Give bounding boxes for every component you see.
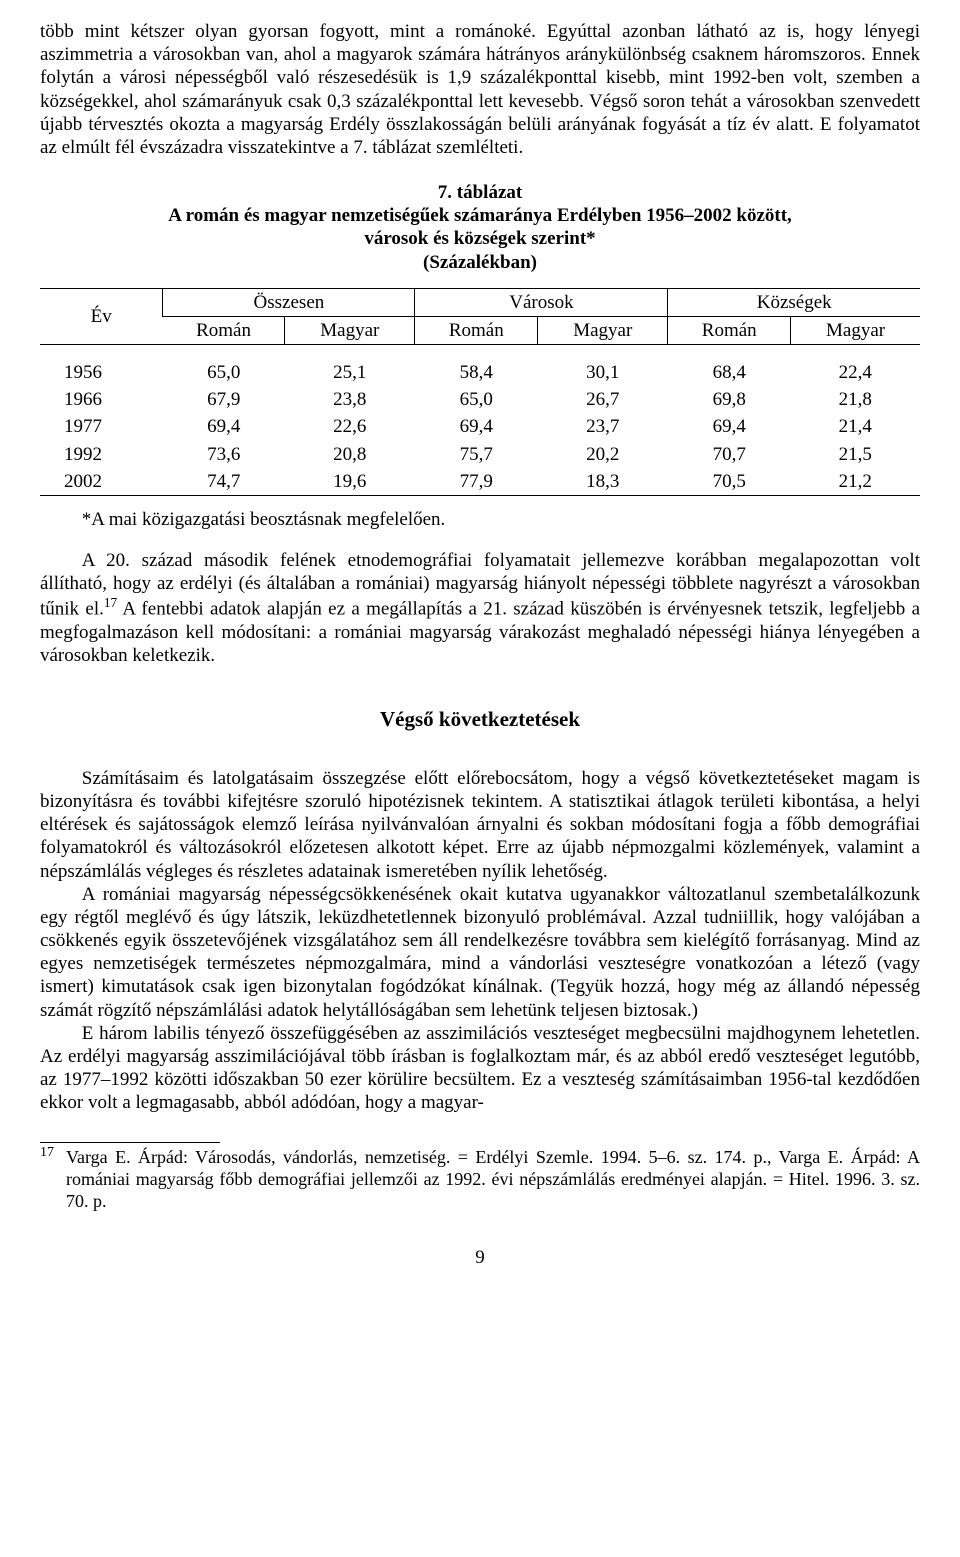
ethnicity-table: Év Összesen Városok Községek Román Magya…	[40, 288, 920, 496]
table-row: 1966 67,9 23,8 65,0 26,7 69,8 21,8	[40, 386, 920, 413]
col-group-cities: Városok	[415, 288, 668, 316]
cell: 74,7	[163, 468, 285, 496]
cell: 77,9	[415, 468, 538, 496]
cell: 21,2	[791, 468, 920, 496]
cell: 69,4	[668, 413, 791, 440]
subhead: Román	[668, 316, 791, 344]
subhead: Magyar	[791, 316, 920, 344]
page-body: több mint kétszer olyan gyorsan fogyott,…	[0, 0, 960, 1309]
footnote-separator	[40, 1142, 220, 1143]
cell: 70,7	[668, 441, 791, 468]
cell: 69,8	[668, 386, 791, 413]
table-row: 1977 69,4 22,6 69,4 23,7 69,4 21,4	[40, 413, 920, 440]
cell: 22,4	[791, 359, 920, 386]
cell-year: 1992	[40, 441, 163, 468]
table-title-line3: városok és községek szerint*	[364, 228, 595, 249]
cell: 23,7	[538, 413, 668, 440]
cell: 20,8	[285, 441, 415, 468]
subhead: Román	[415, 316, 538, 344]
subhead: Román	[163, 316, 285, 344]
table-title-line1: 7. táblázat	[438, 182, 522, 203]
cell: 30,1	[538, 359, 668, 386]
cell: 21,4	[791, 413, 920, 440]
cell: 67,9	[163, 386, 285, 413]
cell: 25,1	[285, 359, 415, 386]
table-note: *A mai közigazgatási beosztásnak megfele…	[40, 508, 920, 531]
footnote-ref-17: 17	[104, 595, 117, 610]
table-title: 7. táblázat A román és magyar nemzetiség…	[40, 181, 920, 274]
cell: 19,6	[285, 468, 415, 496]
cell-year: 1977	[40, 413, 163, 440]
cell: 70,5	[668, 468, 791, 496]
cell: 22,6	[285, 413, 415, 440]
table-row: 1956 65,0 25,1 58,4 30,1 68,4 22,4	[40, 359, 920, 386]
paragraph-3: Számításaim és latolgatásaim összegzése …	[40, 767, 920, 883]
subhead: Magyar	[285, 316, 415, 344]
cell: 68,4	[668, 359, 791, 386]
paragraph-1: több mint kétszer olyan gyorsan fogyott,…	[40, 20, 920, 159]
cell: 21,5	[791, 441, 920, 468]
paragraph-2: A 20. század második felének etnodemográ…	[40, 549, 920, 667]
col-year: Év	[40, 288, 163, 344]
cell: 18,3	[538, 468, 668, 496]
paragraph-4: A romániai magyarság népességcsökkenésén…	[40, 883, 920, 1022]
cell: 26,7	[538, 386, 668, 413]
col-group-total: Összesen	[163, 288, 415, 316]
footnote-number: 17	[40, 1145, 66, 1210]
table-title-line2: A román és magyar nemzetiségűek számarán…	[168, 205, 792, 226]
table-title-line4: (Százalékban)	[423, 252, 537, 273]
footnote-text: Varga E. Árpád: Városodás, vándorlás, ne…	[66, 1147, 920, 1212]
p2-part-b: A fentebbi adatok alapján ez a megállapí…	[40, 599, 920, 666]
cell: 58,4	[415, 359, 538, 386]
cell: 20,2	[538, 441, 668, 468]
cell-year: 2002	[40, 468, 163, 496]
footnote-17: 17 Varga E. Árpád: Városodás, vándorlás,…	[40, 1147, 920, 1212]
subhead: Magyar	[538, 316, 668, 344]
page-number: 9	[40, 1246, 920, 1269]
cell: 21,8	[791, 386, 920, 413]
cell: 73,6	[163, 441, 285, 468]
col-group-villages: Községek	[668, 288, 920, 316]
table-row: 2002 74,7 19,6 77,9 18,3 70,5 21,2	[40, 468, 920, 496]
cell: 23,8	[285, 386, 415, 413]
cell: 65,0	[163, 359, 285, 386]
cell: 69,4	[415, 413, 538, 440]
table-row: 1992 73,6 20,8 75,7 20,2 70,7 21,5	[40, 441, 920, 468]
paragraph-5: E három labilis tényező összefüggésében …	[40, 1022, 920, 1115]
cell: 69,4	[163, 413, 285, 440]
cell: 75,7	[415, 441, 538, 468]
cell-year: 1966	[40, 386, 163, 413]
section-title-conclusions: Végső következtetések	[40, 707, 920, 733]
cell: 65,0	[415, 386, 538, 413]
cell-year: 1956	[40, 359, 163, 386]
